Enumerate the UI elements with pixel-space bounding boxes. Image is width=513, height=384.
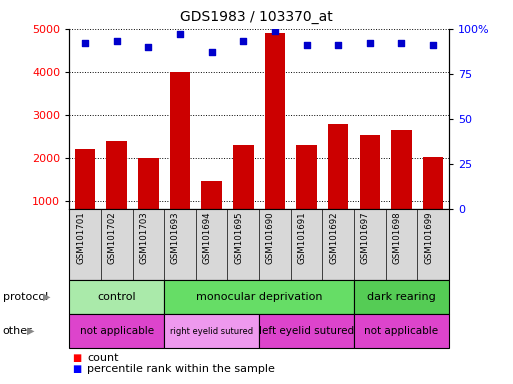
Text: GDS1983 / 103370_at: GDS1983 / 103370_at	[180, 10, 333, 23]
Point	[239, 38, 247, 45]
Text: control: control	[97, 292, 136, 302]
Text: GSM101690: GSM101690	[266, 211, 275, 264]
Point	[113, 38, 121, 45]
Text: dark rearing: dark rearing	[367, 292, 436, 302]
Point	[144, 44, 152, 50]
Text: monocular deprivation: monocular deprivation	[196, 292, 322, 302]
Text: GSM101693: GSM101693	[171, 211, 180, 264]
Text: left eyelid sutured: left eyelid sutured	[259, 326, 354, 336]
Text: GSM101698: GSM101698	[392, 211, 401, 264]
Text: GSM101692: GSM101692	[329, 211, 338, 264]
Text: ■: ■	[72, 353, 81, 362]
Bar	[170, 72, 190, 244]
Point	[176, 31, 184, 37]
Text: GSM101697: GSM101697	[361, 211, 370, 264]
Bar	[138, 158, 159, 244]
Point	[81, 40, 89, 46]
Bar	[106, 141, 127, 244]
Bar	[360, 136, 380, 244]
Text: ▶: ▶	[43, 292, 50, 302]
Text: percentile rank within the sample: percentile rank within the sample	[87, 364, 275, 374]
Bar	[423, 157, 443, 244]
Text: not applicable: not applicable	[80, 326, 154, 336]
Text: not applicable: not applicable	[364, 326, 439, 336]
Bar	[201, 181, 222, 244]
Point	[271, 28, 279, 34]
Bar	[265, 33, 285, 244]
Text: count: count	[87, 353, 119, 362]
Text: GSM101702: GSM101702	[108, 211, 117, 264]
Point	[366, 40, 374, 46]
Text: other: other	[3, 326, 32, 336]
Text: GSM101703: GSM101703	[140, 211, 148, 264]
Text: GSM101691: GSM101691	[298, 211, 307, 264]
Bar	[328, 124, 348, 244]
Text: GSM101694: GSM101694	[203, 211, 211, 264]
Text: ■: ■	[72, 364, 81, 374]
Text: ▶: ▶	[27, 326, 34, 336]
Bar	[391, 130, 412, 244]
Bar	[75, 149, 95, 244]
Point	[302, 42, 310, 48]
Point	[334, 42, 342, 48]
Point	[397, 40, 405, 46]
Text: protocol: protocol	[3, 292, 48, 302]
Text: GSM101695: GSM101695	[234, 211, 243, 264]
Point	[429, 42, 437, 48]
Bar	[233, 145, 253, 244]
Point	[207, 49, 215, 55]
Text: GSM101699: GSM101699	[424, 211, 433, 264]
Bar	[296, 145, 317, 244]
Text: right eyelid sutured: right eyelid sutured	[170, 326, 253, 336]
Text: GSM101701: GSM101701	[76, 211, 85, 264]
